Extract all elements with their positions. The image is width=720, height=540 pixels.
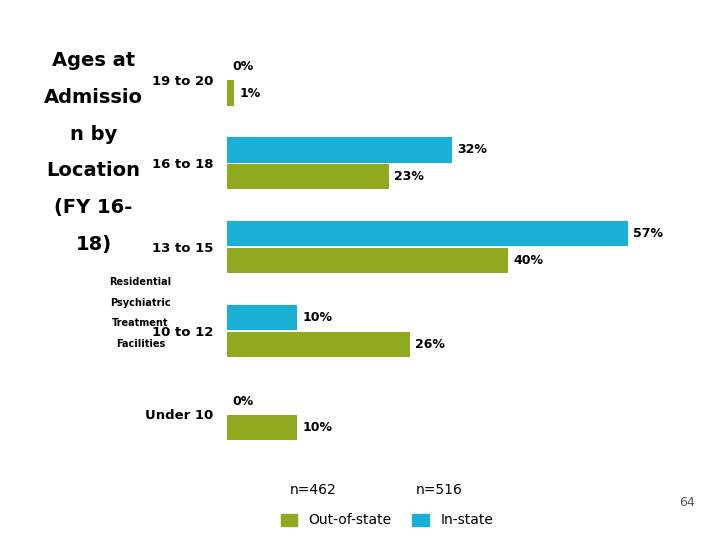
Bar [227, 415, 297, 441]
Text: 1%: 1% [240, 86, 261, 99]
Bar [227, 305, 297, 330]
Bar [227, 221, 628, 246]
Text: 18): 18) [76, 235, 112, 254]
Bar [227, 248, 508, 273]
Text: n=462: n=462 [290, 483, 336, 497]
Text: 10%: 10% [303, 421, 333, 434]
Bar [227, 80, 234, 106]
Text: Treatment: Treatment [112, 318, 168, 328]
Text: Admissio: Admissio [44, 88, 143, 107]
Text: 64: 64 [679, 496, 695, 509]
Legend: Out-of-state, In-state: Out-of-state, In-state [275, 508, 498, 533]
Text: 32%: 32% [457, 144, 487, 157]
Text: 0%: 0% [233, 395, 253, 408]
Text: Psychiatric: Psychiatric [110, 298, 171, 308]
Text: 57%: 57% [634, 227, 663, 240]
Bar [227, 137, 452, 163]
Bar [227, 164, 389, 190]
Bar [227, 332, 410, 357]
Text: Qualis Data: Qualis Data [22, 525, 99, 538]
Text: 0%: 0% [233, 60, 253, 73]
Text: 26%: 26% [415, 338, 445, 350]
Text: n=516: n=516 [415, 483, 463, 497]
Text: 40%: 40% [514, 254, 544, 267]
Text: Ages at: Ages at [52, 51, 135, 70]
Text: Location: Location [47, 161, 140, 180]
Text: 10%: 10% [303, 311, 333, 324]
Text: (FY 16-: (FY 16- [55, 198, 132, 217]
Text: n by: n by [70, 125, 117, 144]
Text: Residential: Residential [109, 277, 171, 287]
Text: 23%: 23% [395, 170, 424, 183]
Text: Facilities: Facilities [116, 339, 165, 349]
